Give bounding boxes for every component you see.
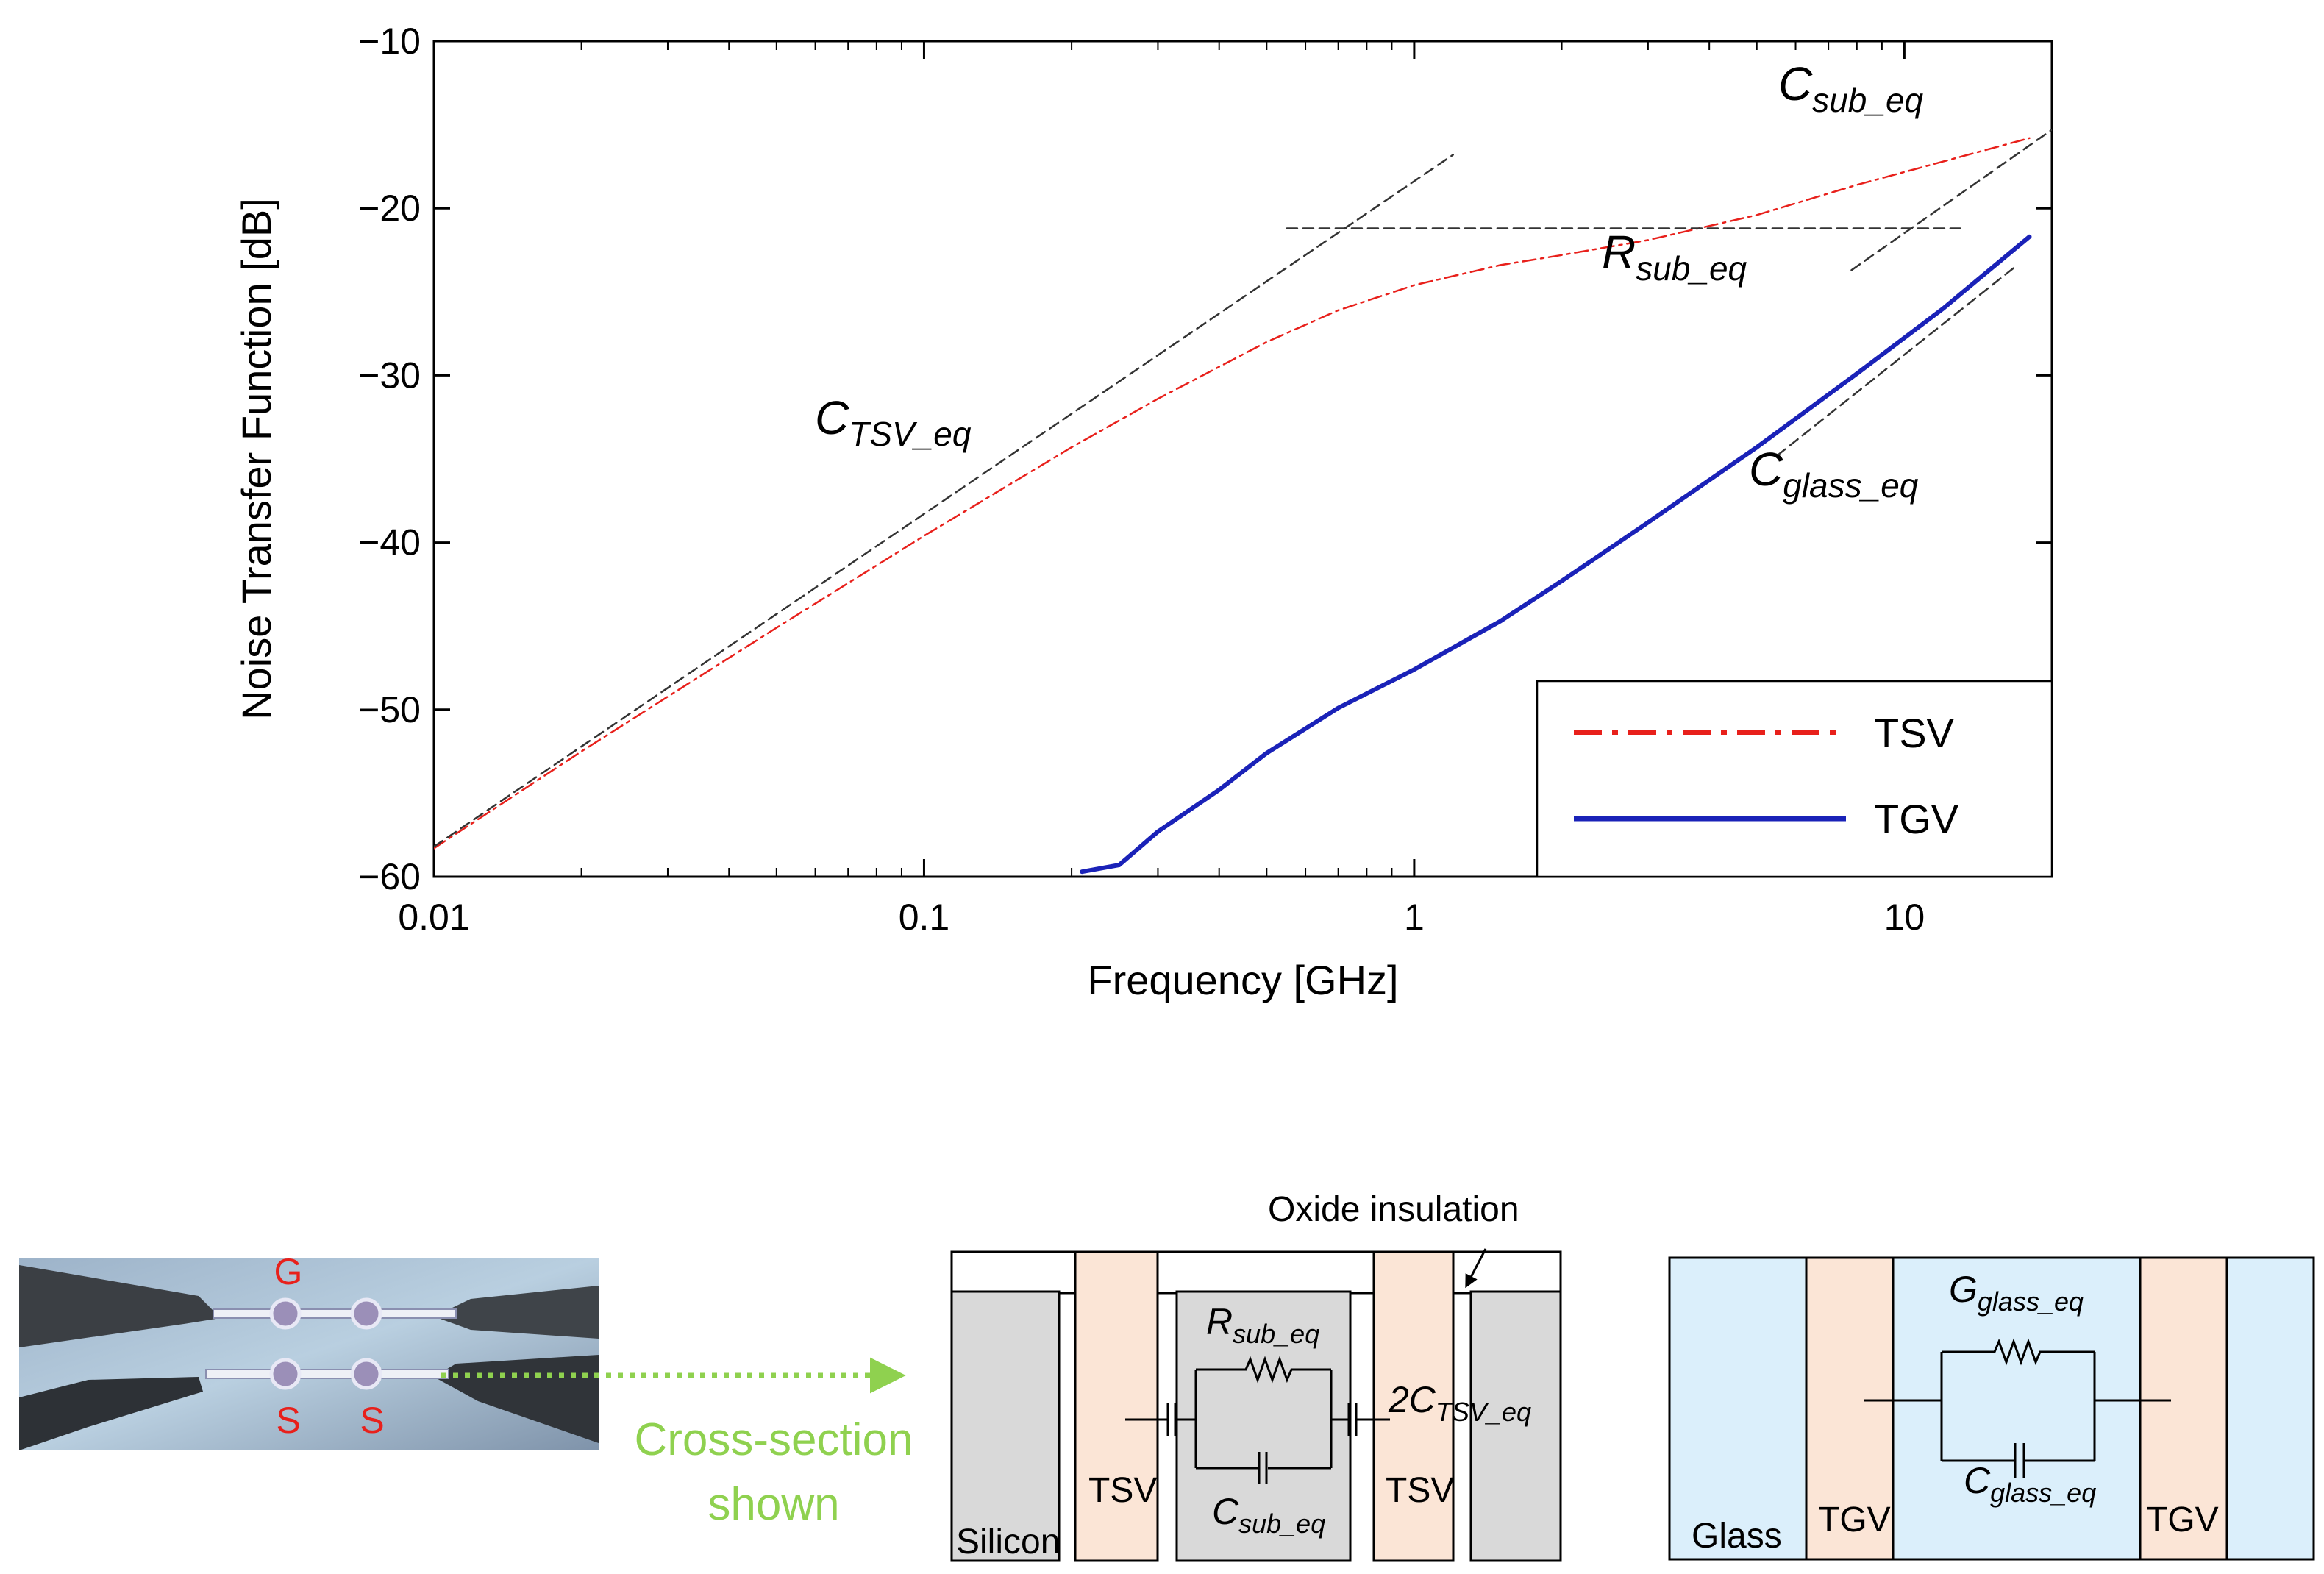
series-c-sub-eq-asymptote (1850, 129, 2052, 271)
series-layer (434, 129, 2052, 875)
y-tick-label: −30 (358, 355, 421, 396)
annotation-c-tsv-sub: TSV_eq (849, 415, 972, 453)
tgv-right-label: TGV (2146, 1500, 2219, 1539)
tsv-via-right (1372, 1250, 1455, 1562)
tsv-c-main: C (1212, 1491, 1239, 1532)
cross-section-caption-2: shown (707, 1479, 839, 1530)
probe-bottom-right (434, 1355, 599, 1443)
tsv-silicon-right (1469, 1290, 1562, 1562)
tsv-oxide-top (950, 1250, 1562, 1295)
annotation-r-sub-eq: Rsub_eq (1602, 226, 1747, 288)
tgv-cross-section (1668, 1256, 2315, 1561)
tgv-labels: Glass TGV TGV Gglass_eq Cglass_eq (1692, 1269, 2219, 1556)
series-c-glass-eq-asymptote (1776, 264, 2019, 457)
tsv-left-label: TSV (1088, 1471, 1157, 1510)
annotation-r-sub-main: R (1602, 226, 1636, 279)
legend-label-tgv: TGV (1874, 796, 1959, 842)
tsv-2c-sub: TSV_eq (1436, 1397, 1531, 1427)
x-tick-label: 10 (1884, 897, 1925, 938)
y-tick-label: −50 (358, 689, 421, 730)
tsv-cross-section (950, 1248, 1562, 1562)
noise-transfer-chart: −10 −20 −30 −40 −50 −600.01 0.1 1 10 Frequency [… (233, 21, 2053, 1003)
legend-box (1536, 680, 2053, 878)
x-axis-label: Frequency [GHz] (1087, 957, 1398, 1003)
tsv-circuit (1125, 1356, 1390, 1484)
tsv-2c-tsv-eq-label: 2CTSV_eq (1388, 1379, 1531, 1427)
via-pad-1 (269, 1297, 302, 1330)
tsv-silicon-left (950, 1290, 1061, 1562)
via-pad-4 (350, 1358, 382, 1390)
plot-frame (432, 40, 2053, 878)
tgv-via-right (2139, 1256, 2228, 1561)
axis-tick-labels: −10 −20 −30 −40 −50 −600.01 0.1 1 10 (358, 21, 1925, 938)
via-pad-3 (269, 1358, 302, 1390)
tsv-c-sub-eq-label: Csub_eq (1212, 1491, 1325, 1539)
annotation-c-tsv-main: C (815, 391, 849, 444)
y-tick-label: −10 (358, 21, 421, 62)
tgv-g-glass-eq-label: Gglass_eq (1949, 1269, 2084, 1317)
tgv-g-main: G (1949, 1269, 1978, 1310)
series-tgv (1080, 234, 2032, 875)
y-tick-label: −20 (358, 188, 421, 229)
tsv-oxide-label: Oxide insulation (1268, 1190, 1519, 1229)
annotation-c-sub-main: C (1778, 57, 1813, 110)
tgv-c-sub: glass_eq (1990, 1478, 2096, 1508)
probe-photo: G S S Cross-section shown (19, 1251, 913, 1530)
annotation-c-sub-eq: Csub_eq (1778, 57, 1924, 119)
tsv-silicon-center (1175, 1290, 1352, 1562)
tsv-r-sub: sub_eq (1233, 1319, 1319, 1349)
probe-bottom-left (19, 1377, 203, 1450)
tgv-circuit (1864, 1338, 2171, 1478)
tgv-via-left (1805, 1256, 1895, 1561)
x-tick-label: 1 (1404, 897, 1425, 938)
series-tsv (434, 137, 2031, 850)
annotation-c-glass-main: C (1749, 443, 1783, 496)
tsv-2c-main: 2C (1388, 1379, 1436, 1420)
tgv-left-label: TGV (1818, 1500, 1891, 1539)
tsv-r-sub-eq-label: Rsub_eq (1206, 1301, 1319, 1349)
cross-section-caption-1: Cross-section (635, 1414, 913, 1465)
oxide-pointer-arrow (1465, 1248, 1487, 1289)
x-tick-label: 0.1 (899, 897, 950, 938)
photo-label-g: G (274, 1251, 303, 1292)
probe-top-right (434, 1286, 599, 1339)
tsv-silicon-label: Silicon (956, 1523, 1060, 1561)
y-tick-label: −60 (358, 856, 421, 897)
annotation-c-tsv-eq: CTSV_eq (815, 391, 972, 453)
tsv-right-label: TSV (1386, 1471, 1454, 1510)
tgv-c-main: C (1964, 1460, 1991, 1501)
legend: TSV TGV (1536, 680, 2053, 878)
x-tick-label: 0.01 (398, 897, 469, 938)
tsv-labels: Oxide insulation Silicon TSV TSV Rsub_eq… (956, 1190, 1531, 1561)
tsv-via-left (1074, 1250, 1159, 1562)
annotation-c-glass-sub: glass_eq (1783, 466, 1919, 505)
via-pad-2 (350, 1297, 382, 1330)
tsv-resistor (1196, 1356, 1331, 1384)
annotation-c-sub-sub: sub_eq (1812, 81, 1923, 119)
tgv-glass-label: Glass (1692, 1517, 1782, 1556)
probe-top-left (19, 1265, 221, 1347)
tgv-c-glass-eq-label: Cglass_eq (1964, 1460, 2096, 1508)
signal-trace-bottom (205, 1369, 449, 1379)
y-axis-label: Noise Transfer Function [dB] (233, 198, 279, 720)
photo-label-s2: S (360, 1400, 384, 1441)
tsv-c-sub: sub_eq (1238, 1509, 1325, 1539)
series-c-tsv-eq-asymptote (434, 154, 1454, 848)
signal-trace-top (213, 1308, 457, 1319)
annotation-c-glass-eq: Cglass_eq (1749, 443, 1919, 505)
y-tick-label: −40 (358, 522, 421, 563)
tgv-g-sub: glass_eq (1978, 1286, 2084, 1317)
legend-label-tsv: TSV (1874, 710, 1955, 756)
photo-label-s1: S (276, 1400, 300, 1441)
tsv-r-main: R (1206, 1301, 1233, 1342)
annotation-r-sub-sub: sub_eq (1636, 249, 1747, 288)
tgv-resistor (1942, 1338, 2095, 1366)
